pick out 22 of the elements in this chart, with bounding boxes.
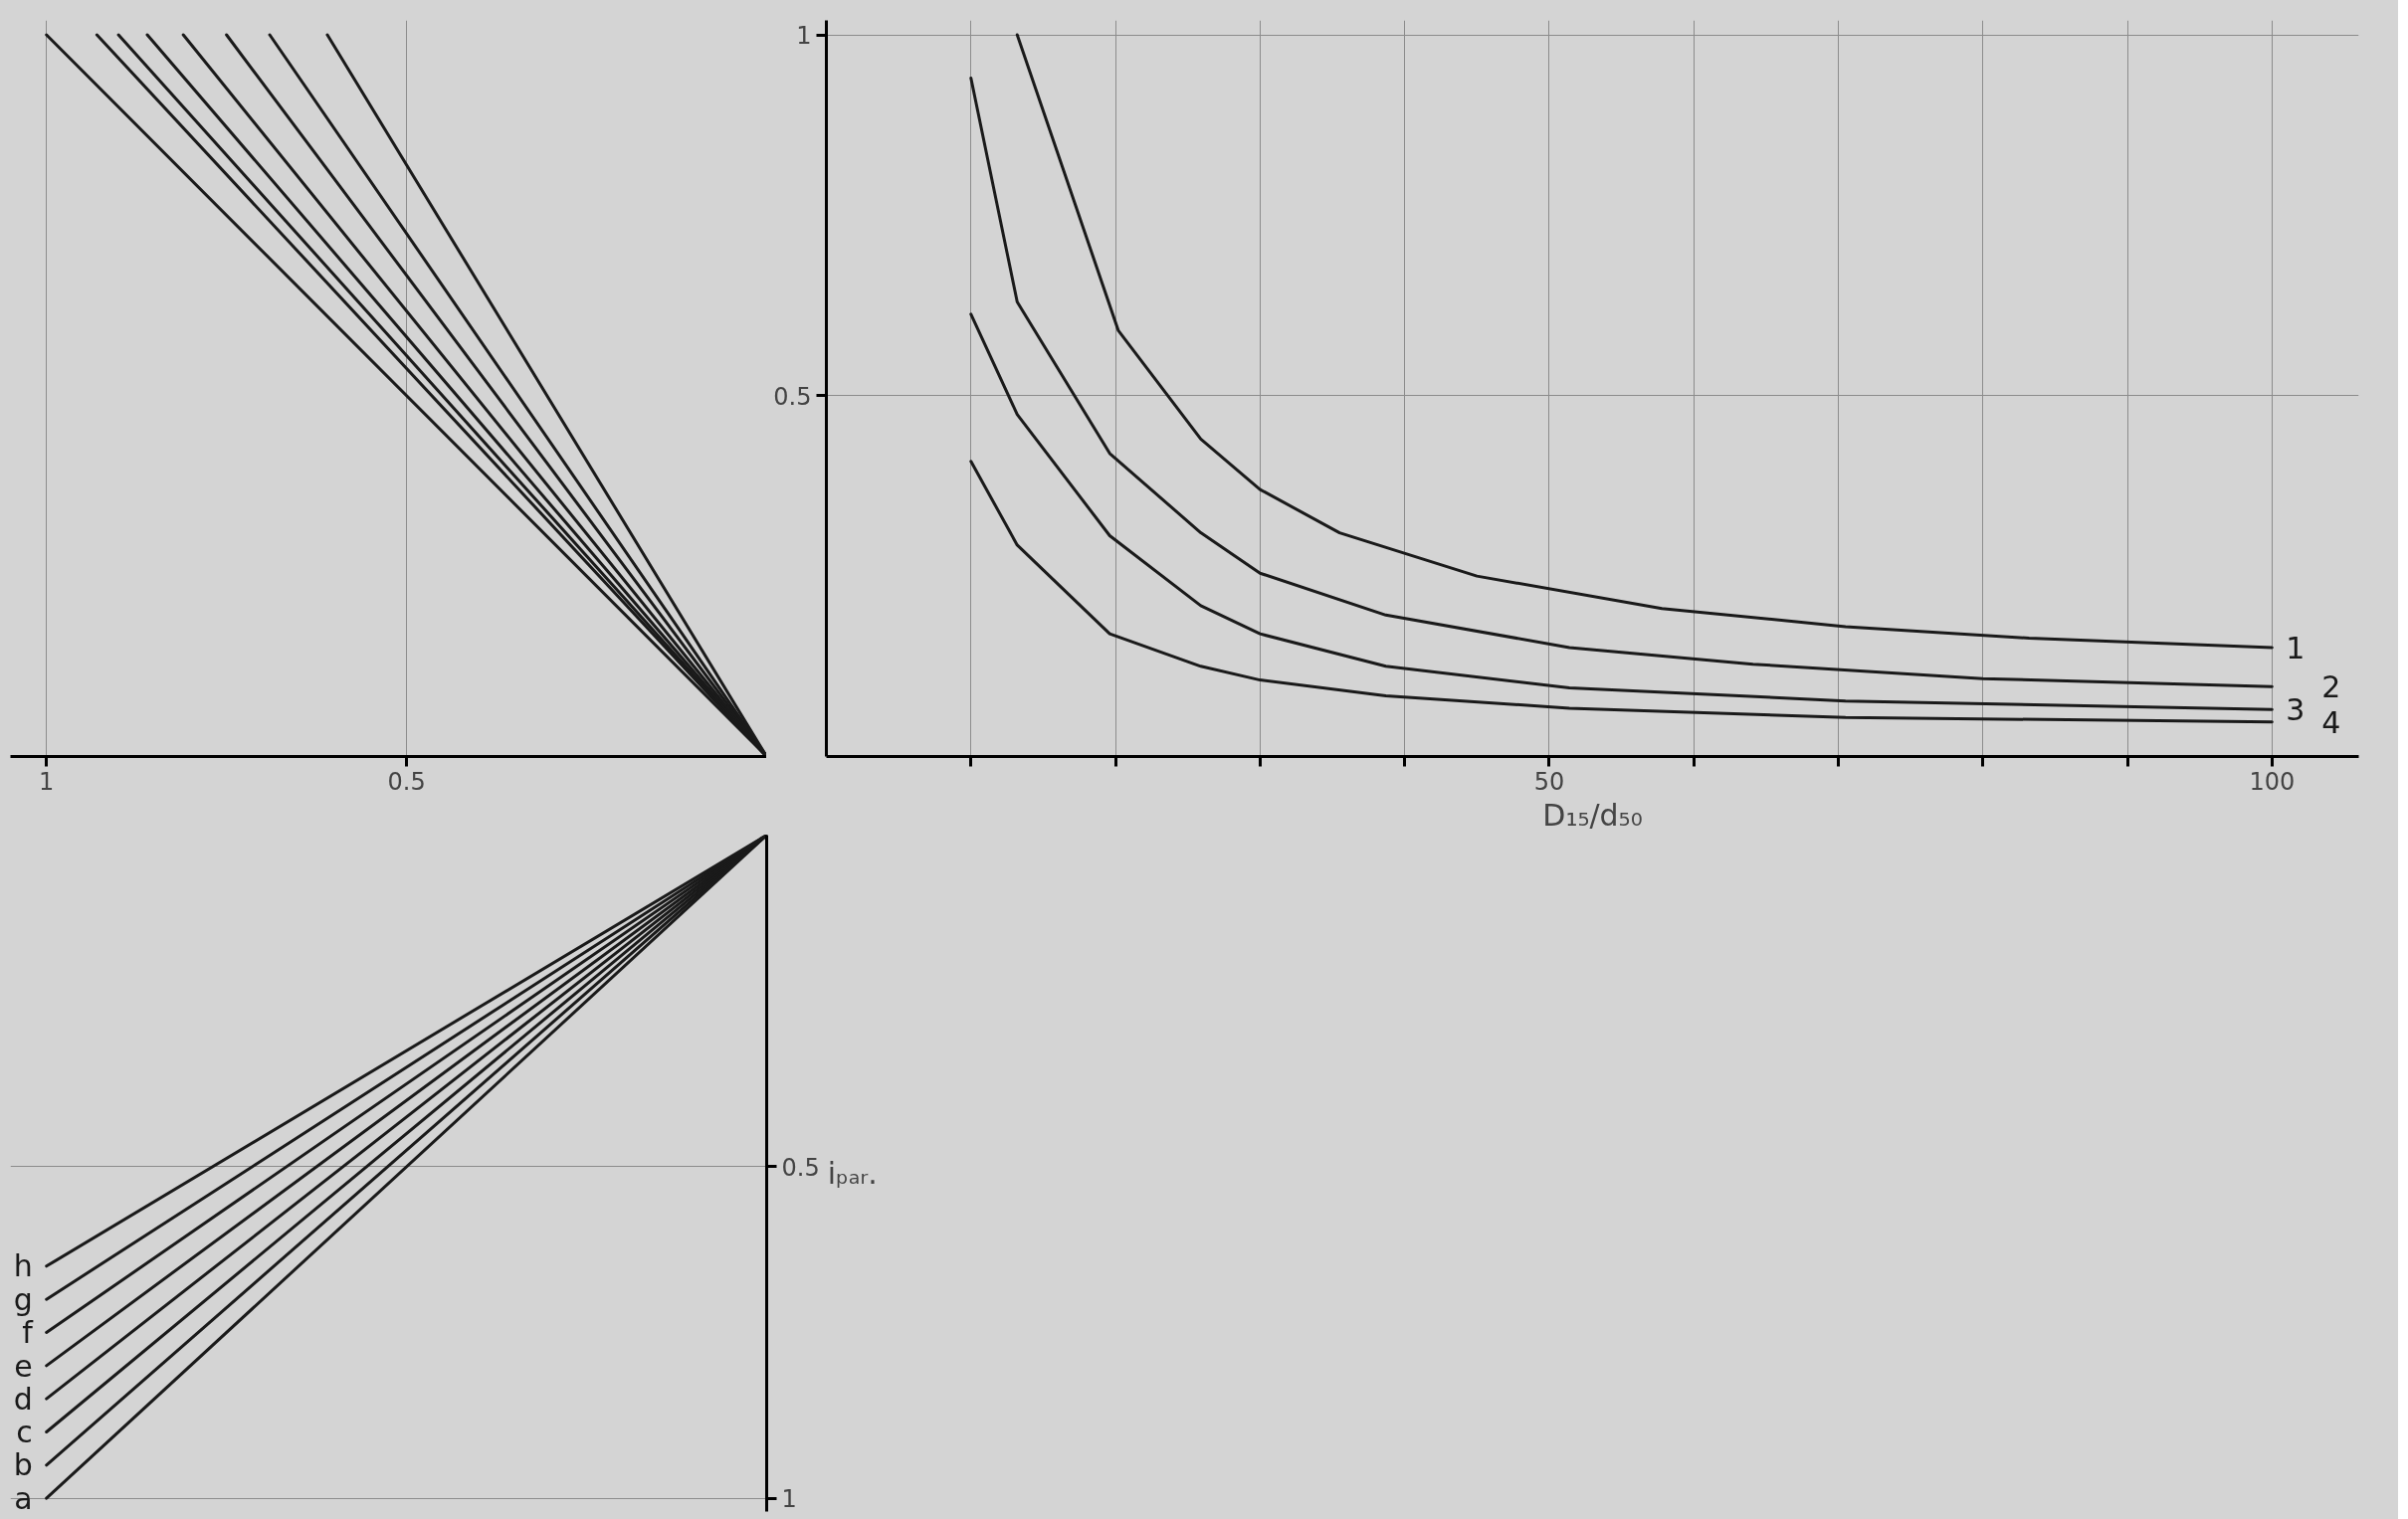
series-label: 4	[2321, 704, 2341, 740]
series-label: a	[14, 1480, 33, 1516]
x-tick-label: 50	[1533, 767, 1565, 796]
x-tick-label: 1	[39, 767, 55, 796]
x-axis-title: D₁₅/d₅₀	[1542, 797, 1643, 833]
series-label: g	[13, 1281, 33, 1317]
y-tick-label: 0.5	[781, 1153, 820, 1182]
y-tick-label: 0.5	[773, 382, 812, 411]
series-label: 3	[2286, 692, 2306, 728]
series-label: b	[13, 1447, 33, 1483]
x-tick-label: 0.5	[387, 767, 426, 796]
y-axis-title: iₚₐᵣ.	[827, 1156, 878, 1191]
series-label: 1	[2286, 630, 2306, 665]
y-tick-label: 1	[796, 22, 812, 51]
series-label: c	[16, 1415, 33, 1449]
series-label: h	[13, 1248, 33, 1284]
series-label: e	[14, 1348, 33, 1384]
y-tick-label: 1	[781, 1485, 797, 1514]
x-tick-label: 100	[2249, 767, 2296, 796]
series-label: d	[13, 1381, 33, 1417]
series-label: f	[22, 1315, 35, 1350]
series-label: 2	[2321, 669, 2341, 705]
